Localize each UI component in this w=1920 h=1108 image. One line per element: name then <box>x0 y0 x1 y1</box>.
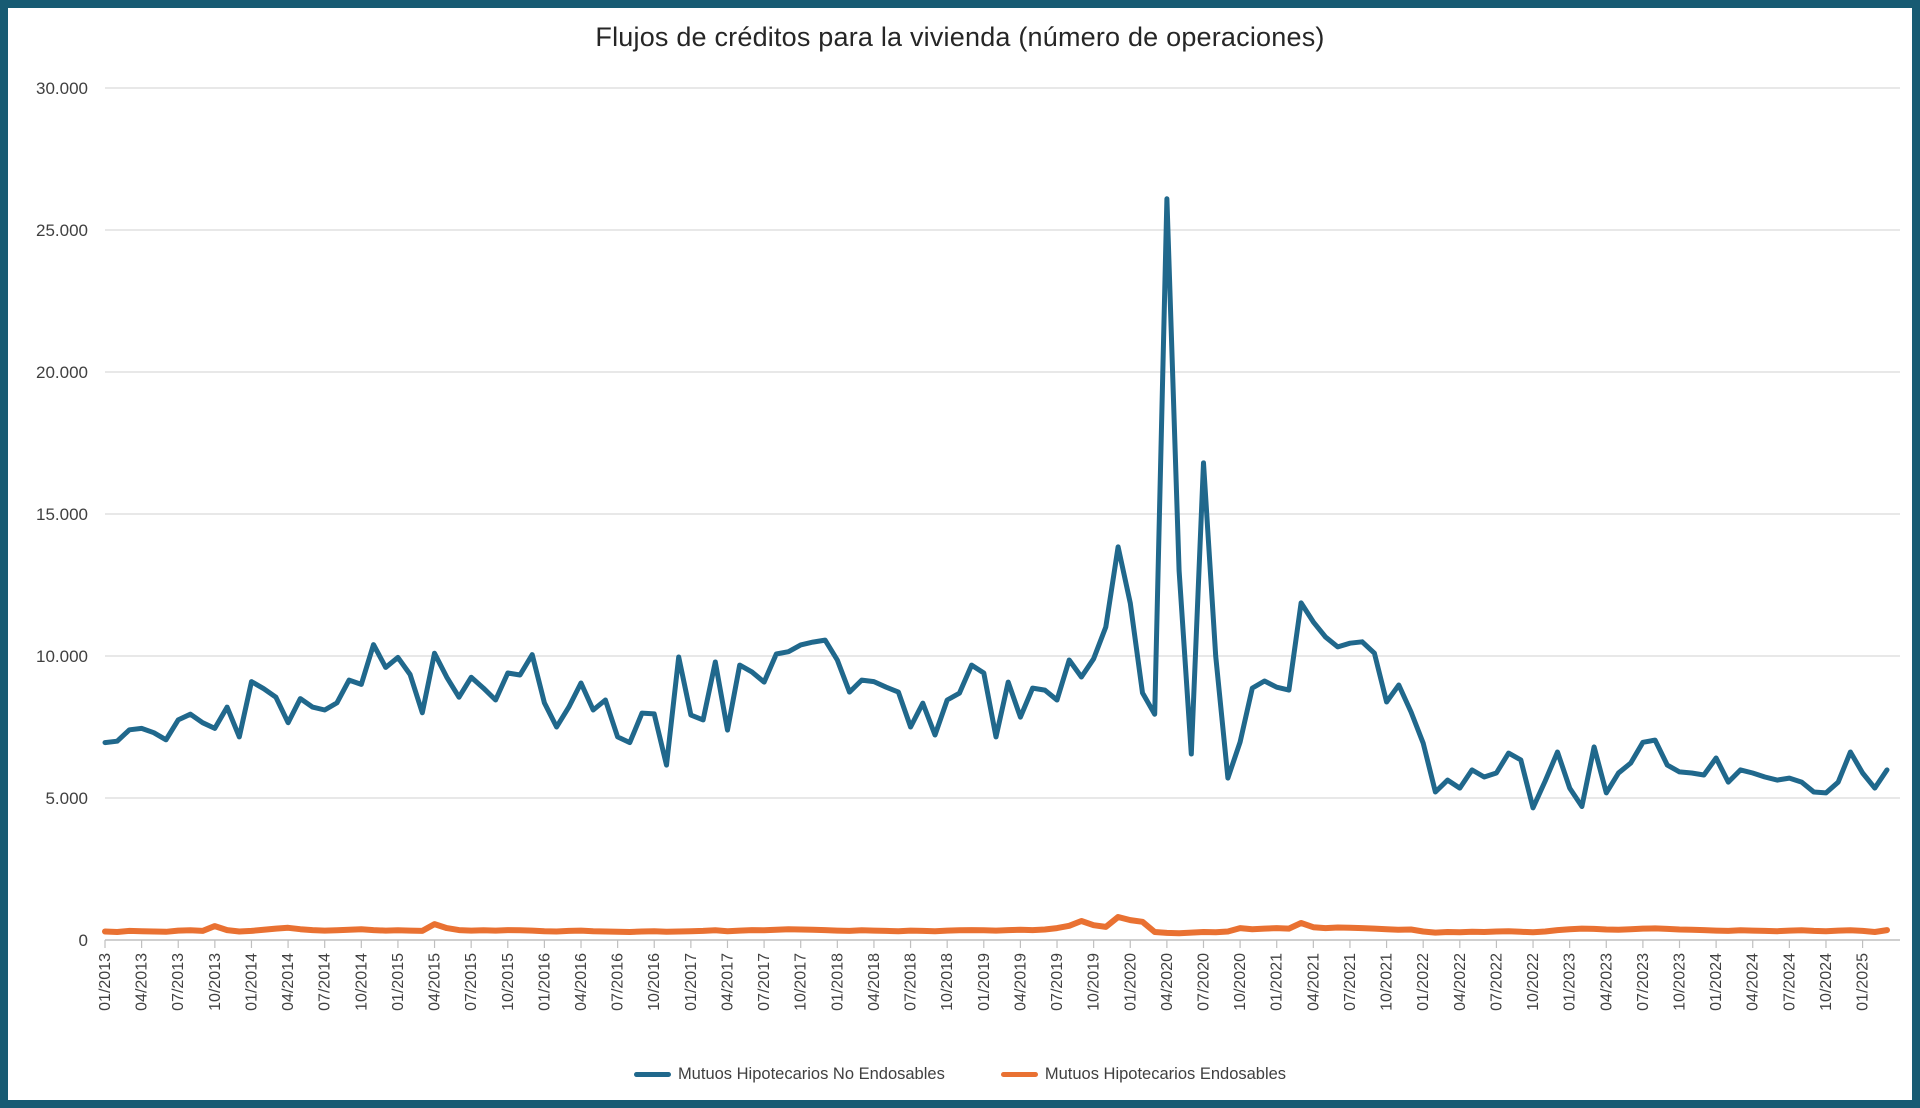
svg-text:04/2013: 04/2013 <box>134 953 151 1011</box>
svg-text:10.000: 10.000 <box>36 647 88 666</box>
svg-text:04/2015: 04/2015 <box>427 953 444 1011</box>
line-chart-plot: 0 5.000 10.000 15.000 20.000 25.000 30.000 01/2… <box>36 79 1900 1011</box>
svg-text:10/2018: 10/2018 <box>939 953 956 1011</box>
svg-text:04/2018: 04/2018 <box>866 953 883 1011</box>
svg-text:07/2013: 07/2013 <box>170 953 187 1011</box>
svg-text:07/2015: 07/2015 <box>463 953 480 1011</box>
svg-text:04/2020: 04/2020 <box>1159 953 1176 1011</box>
legend-item-no-endosables: Mutuos Hipotecarios No Endosables <box>633 1065 945 1084</box>
svg-text:01/2016: 01/2016 <box>536 953 553 1011</box>
svg-text:07/2019: 07/2019 <box>1049 953 1066 1011</box>
x-axis-labels: 01/2013 04/2013 07/2013 10/2013 01/2014 04/20… <box>97 953 1872 1011</box>
legend-item-endosables: Mutuos Hipotecarios Endosables <box>1000 1065 1287 1084</box>
svg-text:10/2024: 10/2024 <box>1818 953 1835 1011</box>
svg-text:01/2019: 01/2019 <box>976 953 993 1011</box>
svg-text:04/2021: 04/2021 <box>1305 953 1322 1011</box>
svg-text:5.000: 5.000 <box>45 789 88 808</box>
svg-text:01/2021: 01/2021 <box>1269 953 1286 1011</box>
x-axis <box>104 939 1900 948</box>
svg-text:01/2017: 01/2017 <box>683 953 700 1011</box>
svg-text:20.000: 20.000 <box>36 363 88 382</box>
gridlines <box>105 87 1900 799</box>
series-line-no-endosables <box>102 196 1890 811</box>
svg-text:30.000: 30.000 <box>36 79 88 98</box>
svg-text:07/2024: 07/2024 <box>1781 953 1798 1011</box>
svg-text:04/2023: 04/2023 <box>1598 953 1615 1011</box>
chart-legend: Mutuos Hipotecarios No Endosables Mutuos… <box>8 1065 1912 1084</box>
svg-text:01/2020: 01/2020 <box>1122 953 1139 1011</box>
svg-text:10/2020: 10/2020 <box>1232 953 1249 1011</box>
svg-text:04/2016: 04/2016 <box>573 953 590 1011</box>
svg-text:10/2017: 10/2017 <box>793 953 810 1011</box>
svg-text:10/2015: 10/2015 <box>500 953 517 1011</box>
svg-text:07/2018: 07/2018 <box>903 953 920 1011</box>
svg-text:07/2014: 07/2014 <box>317 953 334 1011</box>
legend-swatch-endosables-icon <box>1000 1072 1038 1077</box>
y-axis-labels: 0 5.000 10.000 15.000 20.000 25.000 30.000 <box>36 79 88 950</box>
svg-text:0: 0 <box>79 931 88 950</box>
svg-text:01/2024: 01/2024 <box>1708 953 1725 1011</box>
svg-text:01/2022: 01/2022 <box>1415 953 1432 1011</box>
svg-text:01/2014: 01/2014 <box>243 953 260 1011</box>
svg-text:10/2016: 10/2016 <box>646 953 663 1011</box>
svg-text:04/2017: 04/2017 <box>719 953 736 1011</box>
legend-swatch-no-endosables-icon <box>633 1072 671 1077</box>
svg-text:01/2013: 01/2013 <box>97 953 114 1011</box>
svg-text:01/2015: 01/2015 <box>390 953 407 1011</box>
svg-text:04/2014: 04/2014 <box>280 953 297 1011</box>
svg-text:07/2016: 07/2016 <box>610 953 627 1011</box>
svg-text:04/2024: 04/2024 <box>1745 953 1762 1011</box>
legend-label-no-endosables: Mutuos Hipotecarios No Endosables <box>677 1065 945 1083</box>
svg-text:07/2017: 07/2017 <box>756 953 773 1011</box>
legend-label-endosables: Mutuos Hipotecarios Endosables <box>1044 1065 1287 1083</box>
svg-text:07/2020: 07/2020 <box>1195 953 1212 1011</box>
svg-text:04/2019: 04/2019 <box>1012 953 1029 1011</box>
svg-text:25.000: 25.000 <box>36 221 88 240</box>
chart-title: Flujos de créditos para la vivienda (núm… <box>595 22 1325 52</box>
svg-text:04/2022: 04/2022 <box>1452 953 1469 1011</box>
svg-text:10/2014: 10/2014 <box>353 953 370 1011</box>
svg-text:10/2021: 10/2021 <box>1379 953 1396 1011</box>
svg-text:07/2021: 07/2021 <box>1342 953 1359 1011</box>
svg-text:01/2023: 01/2023 <box>1562 953 1579 1011</box>
svg-text:15.000: 15.000 <box>36 505 88 524</box>
svg-text:10/2013: 10/2013 <box>207 953 224 1011</box>
svg-text:10/2022: 10/2022 <box>1525 953 1542 1011</box>
series-line-endosables <box>102 914 1890 937</box>
svg-text:07/2023: 07/2023 <box>1635 953 1652 1011</box>
svg-text:10/2023: 10/2023 <box>1672 953 1689 1011</box>
svg-text:01/2018: 01/2018 <box>829 953 846 1011</box>
svg-text:01/2025: 01/2025 <box>1855 953 1872 1011</box>
svg-text:10/2019: 10/2019 <box>1086 953 1103 1011</box>
svg-text:07/2022: 07/2022 <box>1488 953 1505 1011</box>
